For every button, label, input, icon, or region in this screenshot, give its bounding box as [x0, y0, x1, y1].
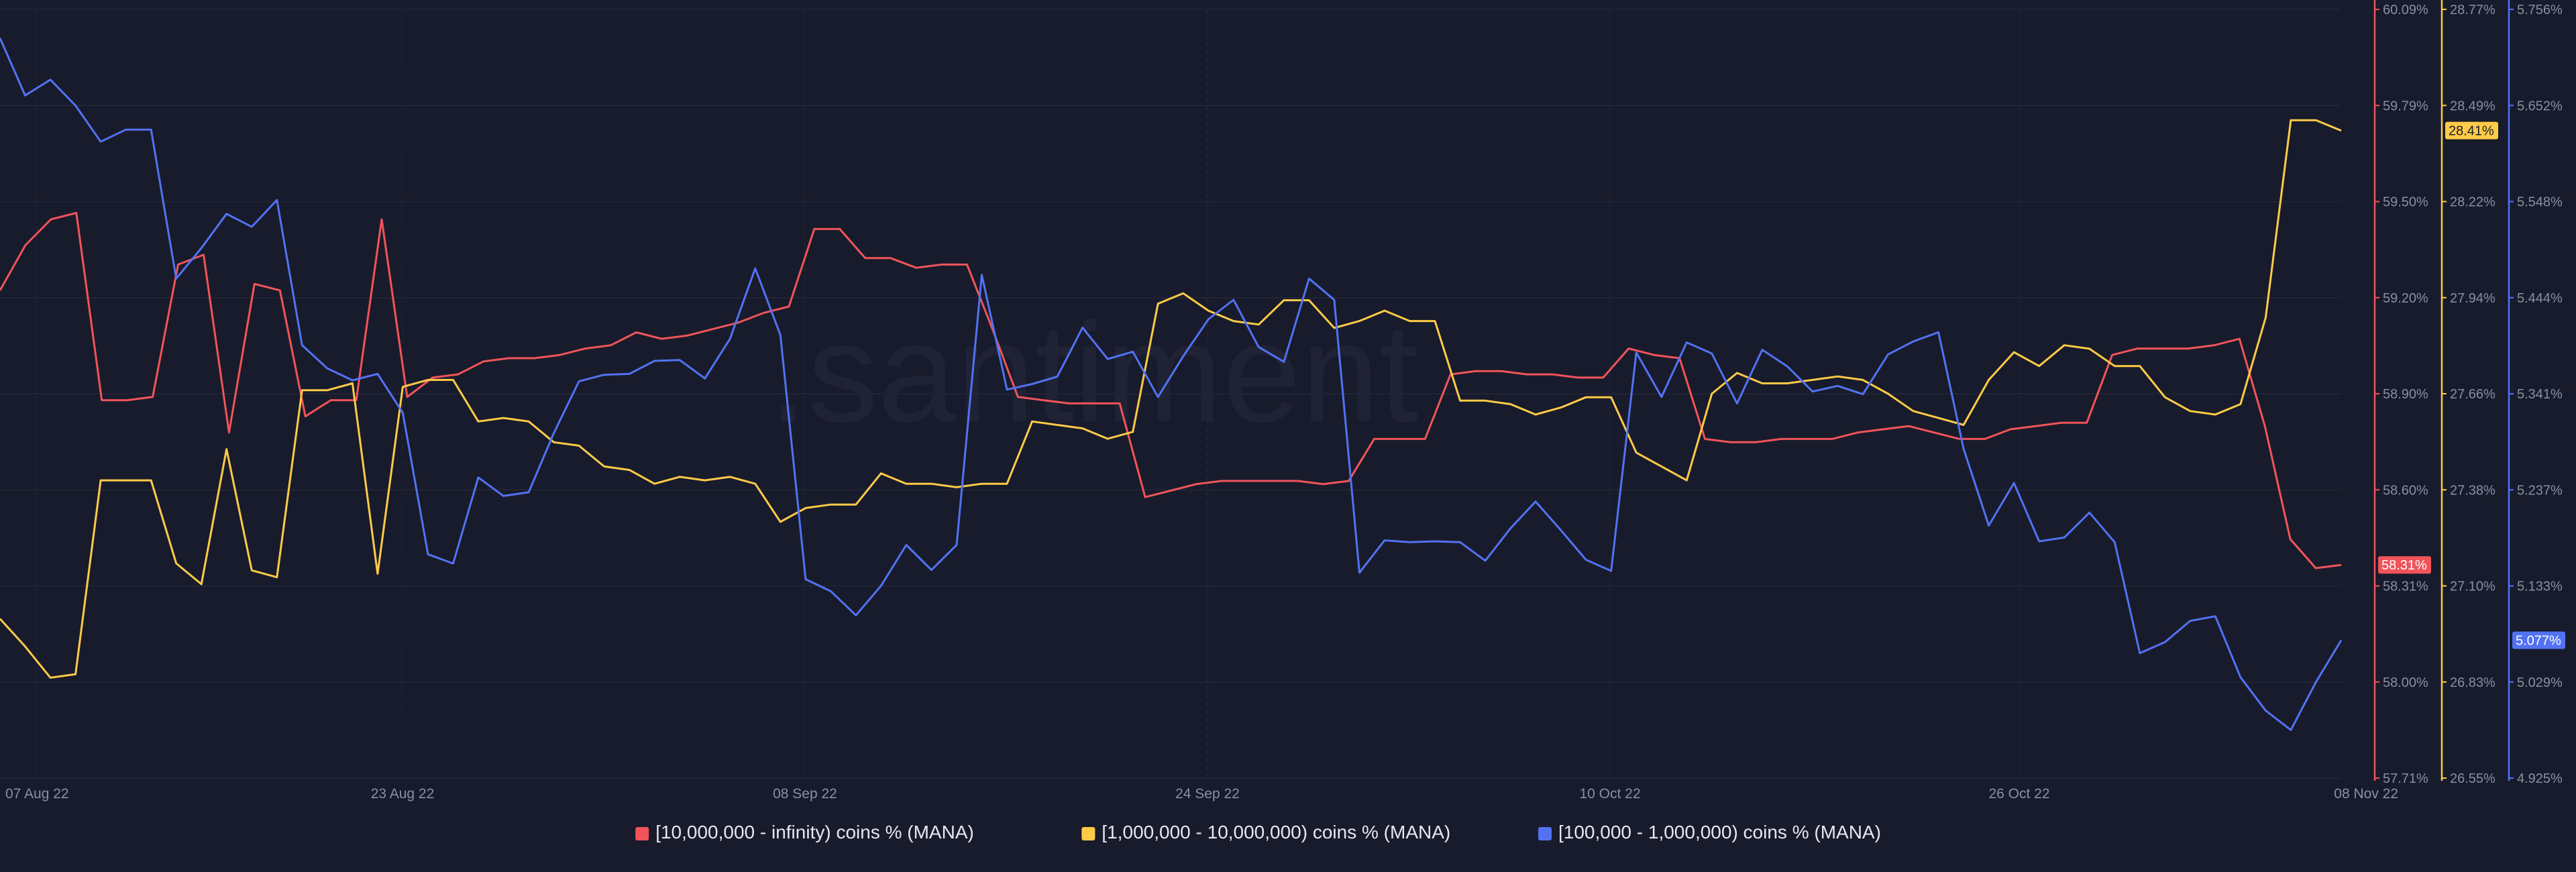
legend-swatch	[1538, 827, 1552, 840]
y-tick-label-blue: 5.756%	[2517, 3, 2563, 17]
x-tick-label: 08 Sep 22	[773, 786, 837, 802]
legend-item[interactable]: [100,000 - 1,000,000) coins % (MANA)	[1538, 822, 1881, 842]
legend-label: [10,000,000 - infinity) coins % (MANA)	[655, 822, 974, 842]
series-lines	[0, 38, 2343, 731]
y-tick-label-blue: 5.237%	[2517, 483, 2563, 498]
legend-label: [100,000 - 1,000,000) coins % (MANA)	[1558, 822, 1881, 842]
legend[interactable]: [10,000,000 - infinity) coins % (MANA) [1…	[635, 822, 1881, 842]
series-line-yellow	[0, 119, 2342, 679]
y-tick-label-blue: 5.029%	[2517, 675, 2563, 690]
y-tick-label-blue: 4.925%	[2517, 771, 2563, 786]
y-tick-label-blue: 5.341%	[2517, 387, 2563, 402]
legend-item[interactable]: [1,000,000 - 10,000,000) coins % (MANA)	[1081, 822, 1450, 842]
y-tick-label-red: 59.20%	[2383, 291, 2428, 306]
y-axes: 60.09% 59.79% 59.50% 59.20% 58.90% 58.60% 58.3…	[2373, 0, 2565, 786]
y-tick-label-blue: 5.444%	[2517, 291, 2563, 306]
x-axis: 07 Aug 22 23 Aug 22 08 Sep 22 24 Sep 22 10 O…	[5, 786, 2398, 802]
y-tick-label-yellow: 26.55%	[2450, 771, 2496, 786]
y-tick-label-red: 58.31%	[2383, 580, 2428, 594]
y-tick-label-blue: 5.652%	[2517, 99, 2563, 113]
y-tick-label-yellow: 28.22%	[2450, 195, 2496, 210]
current-value-badge-red	[2378, 556, 2431, 574]
y-tick-label-yellow: 27.94%	[2450, 291, 2496, 306]
y-tick-label-yellow: 28.77%	[2450, 3, 2496, 17]
y-tick-label-yellow: 28.49%	[2450, 99, 2496, 113]
y-tick-label-yellow: 26.83%	[2450, 675, 2496, 690]
watermark: .santiment	[769, 294, 1419, 451]
x-tick-label: 24 Sep 22	[1175, 786, 1240, 802]
current-value-badge-blue	[2512, 631, 2565, 649]
y-tick-label-red: 58.90%	[2383, 387, 2428, 402]
y-tick-label-red: 59.79%	[2383, 99, 2428, 113]
current-value-label-red: 58.31%	[2381, 558, 2427, 573]
current-value-badge-yellow	[2445, 121, 2498, 140]
current-value-label-yellow: 28.41%	[2449, 124, 2494, 139]
current-value-label-blue: 5.077%	[2516, 634, 2561, 649]
y-tick-label-blue: 5.548%	[2517, 195, 2563, 210]
x-tick-label: 07 Aug 22	[5, 786, 69, 802]
x-tick-label: 10 Oct 22	[1579, 786, 1640, 802]
y-tick-label-yellow: 27.38%	[2450, 483, 2496, 498]
y-tick-label-yellow: 27.10%	[2450, 580, 2496, 594]
legend-swatch	[635, 827, 649, 840]
series-line-red	[0, 211, 2342, 569]
y-tick-label-red: 58.60%	[2383, 483, 2428, 498]
x-tick-label: 23 Aug 22	[371, 786, 435, 802]
y-tick-label-red: 60.09%	[2383, 3, 2428, 17]
y-tick-label-red: 58.00%	[2383, 675, 2428, 690]
legend-label: [1,000,000 - 10,000,000) coins % (MANA)	[1102, 822, 1450, 842]
x-tick-label: 26 Oct 22	[1988, 786, 2049, 802]
y-tick-label-yellow: 27.66%	[2450, 387, 2496, 402]
legend-swatch	[1081, 827, 1095, 840]
series-line-blue	[0, 38, 2343, 731]
legend-item[interactable]: [10,000,000 - infinity) coins % (MANA)	[635, 822, 974, 842]
y-tick-label-blue: 5.133%	[2517, 580, 2563, 594]
y-tick-label-red: 59.50%	[2383, 195, 2428, 210]
y-tick-label-red: 57.71%	[2383, 771, 2428, 786]
x-tick-label: 08 Nov 22	[2334, 786, 2398, 802]
